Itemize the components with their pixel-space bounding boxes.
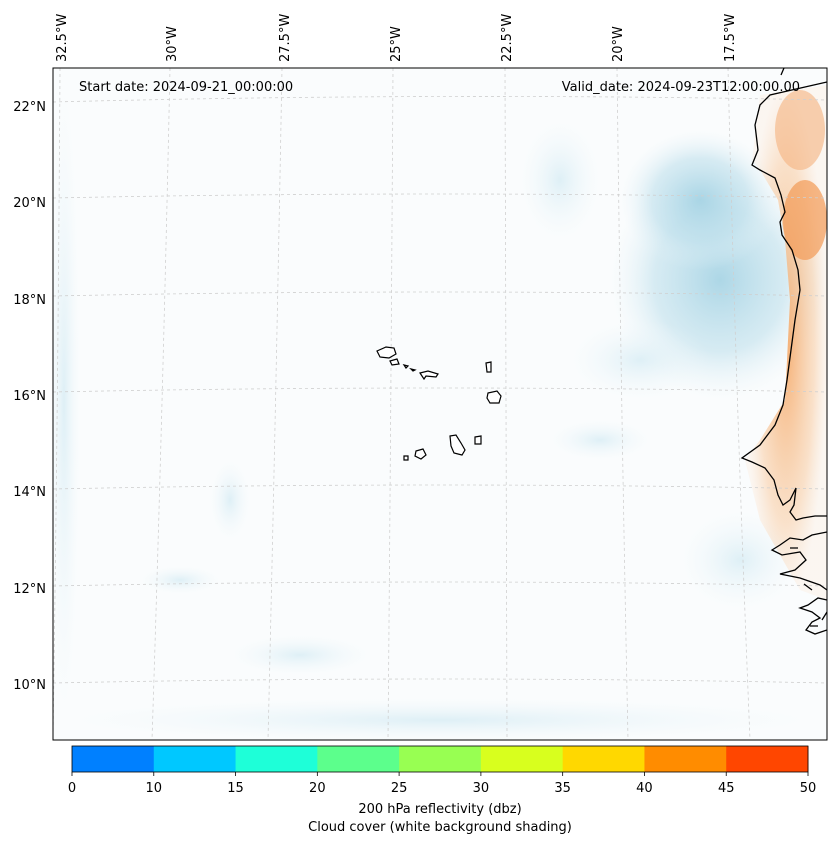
island-sal <box>485 361 492 373</box>
colorbar-segment <box>235 746 318 772</box>
valid-date-label: Valid_date: 2024-09-23T12:00:00.00 <box>562 80 800 95</box>
lat-label-14n: 14°N <box>13 485 46 500</box>
lat-label-12n: 12°N <box>13 582 46 597</box>
island-santa-luzia <box>402 364 410 369</box>
island-boa-vista <box>486 390 502 404</box>
lon-label-32-5w: 32.5°W <box>55 14 70 62</box>
lon-label-20w: 20°W <box>611 26 626 62</box>
lat-label-18n: 18°N <box>13 293 46 308</box>
colorbar-tick-label: 10 <box>146 781 163 796</box>
colorbar-tick-label: 0 <box>68 781 76 796</box>
colorbar-segment <box>153 746 237 772</box>
longitude-labels: 32.5°W 30°W 27.5°W 25°W 22.5°W 20°W 17.5… <box>55 14 738 62</box>
colorbar-segment <box>72 746 155 772</box>
graticule <box>53 68 827 740</box>
colorbar-label-reflectivity: 200 hPa reflectivity (dbz) <box>358 802 521 817</box>
colorbar-tick-label: 20 <box>309 781 326 796</box>
colorbar-tick-label: 40 <box>636 781 653 796</box>
island-sao-vicente <box>389 358 400 366</box>
lat-label-22n: 22°N <box>13 100 46 115</box>
lon-label-22-5w: 22.5°W <box>500 14 515 62</box>
colorbar-frame <box>71 745 809 773</box>
latitude-labels: 22°N 20°N 18°N 16°N 14°N 12°N 10°N <box>13 100 46 693</box>
lon-label-30w: 30°W <box>165 26 180 62</box>
colorbar-tick-label: 25 <box>391 781 408 796</box>
start-date-label: Start date: 2024-09-21_00:00:00 <box>79 80 293 95</box>
lon-label-27-5w: 27.5°W <box>278 14 293 62</box>
colorbar-segment <box>562 746 645 772</box>
island-fogo <box>414 448 427 460</box>
island-brava <box>403 455 409 461</box>
colorbar: 0 10 15 20 25 30 35 40 45 50 <box>68 745 817 796</box>
land-shading <box>745 85 827 600</box>
island-sao-nicolau-main <box>419 370 439 381</box>
colorbar-segment <box>644 746 727 772</box>
map-frame <box>52 67 828 741</box>
colorbar-tick-label: 50 <box>800 781 817 796</box>
colorbar-label-cloud-cover: Cloud cover (white background shading) <box>308 820 572 835</box>
colorbar-segment <box>480 746 564 772</box>
african-coastline <box>740 68 827 635</box>
colorbar-segment <box>317 746 400 772</box>
cloud-cover-shading <box>53 68 827 740</box>
colorbar-segment <box>399 746 482 772</box>
colorbar-segment <box>726 746 809 772</box>
lat-label-10n: 10°N <box>13 678 46 693</box>
island-maio <box>474 435 482 445</box>
map-panel <box>53 68 827 740</box>
island-santiago <box>449 434 466 456</box>
lon-label-25w: 25°W <box>389 26 404 62</box>
colorbar-tick-label: 45 <box>718 781 735 796</box>
island-santo-antao <box>376 346 397 359</box>
colorbar-tick-label: 35 <box>554 781 571 796</box>
colorbar-tick-label: 30 <box>473 781 490 796</box>
lat-label-20n: 20°N <box>13 196 46 211</box>
lat-label-16n: 16°N <box>13 389 46 404</box>
cape-verde-islands <box>376 346 502 461</box>
island-sao-nicolau <box>409 367 417 372</box>
colorbar-tick-label: 15 <box>227 781 244 796</box>
lon-label-17-5w: 17.5°W <box>723 14 738 62</box>
